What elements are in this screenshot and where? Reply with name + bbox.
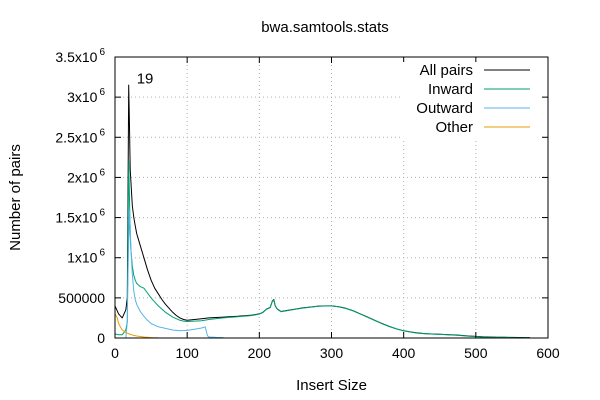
y-tick-label: 3x10 6 <box>67 87 105 105</box>
x-tick-label: 100 <box>175 345 199 361</box>
y-tick-label-base: 500000 <box>58 290 105 306</box>
y-tick-label: 500000 <box>58 290 105 306</box>
y-tick-label-base: 2.5x10 <box>55 129 97 145</box>
series-line-other <box>114 313 159 339</box>
y-tick-label: 2x10 6 <box>67 167 105 185</box>
y-tick-label-exponent: 6 <box>99 167 105 178</box>
y-tick-label-base: 2x10 <box>67 169 98 185</box>
x-tick-label: 500 <box>464 345 488 361</box>
chart-title: bwa.samtools.stats <box>261 19 389 36</box>
y-tick-label-base: 3x10 <box>67 89 98 105</box>
peak-annotation: 19 <box>137 71 154 88</box>
series-layer <box>114 84 530 339</box>
legend-label-inward: Inward <box>428 81 473 98</box>
legend: All pairs Inward Outward Other <box>400 62 540 140</box>
annotations: 19 <box>137 71 154 88</box>
x-tick-label: 400 <box>392 345 416 361</box>
y-tick-label-exponent: 6 <box>99 87 105 98</box>
y-tick-label-exponent: 6 <box>99 47 105 58</box>
y-tick-label-exponent: 6 <box>99 208 105 219</box>
y-tick-label: 3.5x10 6 <box>55 47 105 65</box>
y-tick-label: 1.5x10 6 <box>55 208 105 226</box>
grid <box>115 57 548 338</box>
x-tick-label: 200 <box>248 345 272 361</box>
series-line-outward <box>115 209 224 339</box>
y-tick-label: 2.5x10 6 <box>55 127 105 145</box>
x-axis-label: Insert Size <box>296 377 367 394</box>
series-line-inward <box>114 160 530 339</box>
legend-label-all-pairs: All pairs <box>420 62 473 79</box>
y-tick-label-base: 1x10 <box>67 250 98 266</box>
y-tick-label-base: 0 <box>97 330 105 346</box>
legend-label-other: Other <box>435 119 473 136</box>
y-axis-label: Number of pairs <box>7 144 24 251</box>
y-tick-label: 0 <box>97 330 105 346</box>
x-tick-label: 0 <box>111 345 119 361</box>
y-tick-label-exponent: 6 <box>99 127 105 138</box>
legend-label-outward: Outward <box>416 100 473 117</box>
y-tick-label-exponent: 6 <box>99 248 105 259</box>
y-tick-label: 1x10 6 <box>67 248 105 266</box>
x-tick-label: 300 <box>320 345 344 361</box>
y-tick-label-base: 1.5x10 <box>55 210 97 226</box>
x-tick-label: 600 <box>536 345 560 361</box>
y-tick-label-base: 3.5x10 <box>55 49 97 65</box>
